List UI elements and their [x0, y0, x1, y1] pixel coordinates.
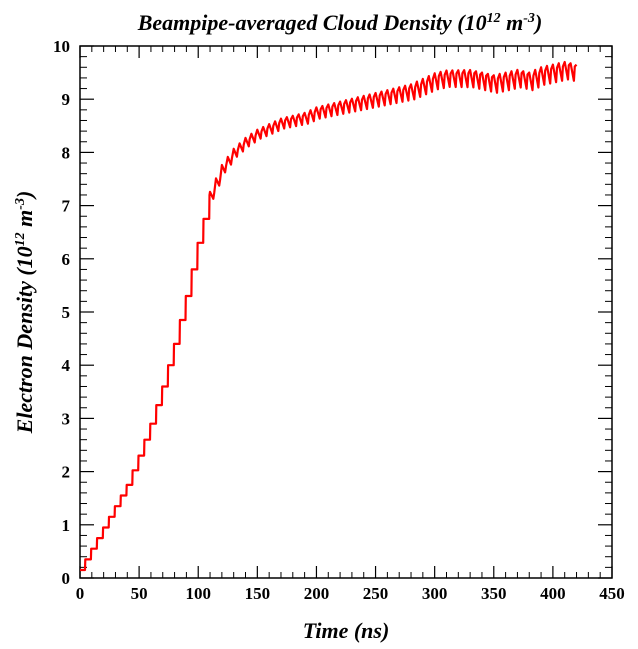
chart-title-unit-exp: -3 [523, 11, 535, 26]
chart-title-close: ) [533, 10, 542, 35]
series-line [80, 60, 578, 572]
y-tick-label: 10 [53, 37, 70, 56]
x-tick-label: 200 [304, 584, 330, 603]
x-tick-label: 150 [245, 584, 271, 603]
series-group [80, 60, 578, 572]
x-tick-label: 300 [422, 584, 448, 603]
y-axis-label-main: Electron Density (10 [12, 246, 37, 434]
y-tick-label: 0 [62, 569, 71, 588]
y-axis-label-unit: m [12, 210, 37, 233]
x-axis-label: Time (ns) [303, 618, 390, 643]
chart-title: Beampipe-averaged Cloud Density (1012 m-… [137, 10, 543, 35]
x-tick-label: 250 [363, 584, 389, 603]
y-tick-label: 7 [62, 197, 71, 216]
x-tick-label: 50 [131, 584, 148, 603]
y-tick-label: 2 [62, 463, 71, 482]
plot-border [79, 45, 613, 579]
x-tick-label: 350 [481, 584, 507, 603]
x-tick-label: 0 [76, 584, 85, 603]
y-tick-label: 4 [62, 356, 71, 375]
y-axis: 0 1 2 3 4 5 6 7 8 9 10 [53, 37, 612, 588]
y-tick-label: 9 [62, 90, 71, 109]
x-tick-label: 400 [540, 584, 566, 603]
chart-title-unit: m [501, 10, 524, 35]
y-axis-label: Electron Density (1012 m-3) [12, 191, 37, 435]
y-tick-label: 6 [62, 250, 71, 269]
x-tick-label: 100 [185, 584, 211, 603]
y-tick-label: 3 [62, 409, 71, 428]
y-tick-label: 1 [62, 516, 71, 535]
chart-title-main: Beampipe-averaged Cloud Density (10 [137, 10, 487, 35]
x-tick-label: 450 [599, 584, 625, 603]
y-axis-label-unit-exp: -3 [13, 198, 28, 210]
y-tick-label: 5 [62, 303, 71, 322]
y-tick-label: 8 [62, 143, 71, 162]
chart-title-exp: 12 [487, 11, 501, 26]
y-axis-label-exp: 12 [13, 232, 28, 246]
y-axis-label-close: ) [12, 191, 37, 200]
x-axis: 0 50 100 150 200 250 300 350 400 450 [76, 46, 625, 603]
plot-area [79, 45, 613, 579]
